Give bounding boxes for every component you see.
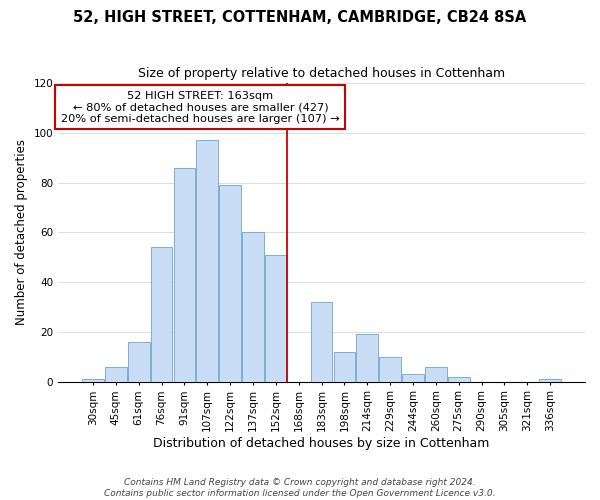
Text: Contains HM Land Registry data © Crown copyright and database right 2024.
Contai: Contains HM Land Registry data © Crown c…: [104, 478, 496, 498]
X-axis label: Distribution of detached houses by size in Cottenham: Distribution of detached houses by size …: [154, 437, 490, 450]
Bar: [173, 168, 195, 382]
Bar: [379, 357, 401, 382]
Bar: [105, 366, 127, 382]
Bar: [539, 379, 561, 382]
Bar: [151, 248, 172, 382]
Bar: [196, 140, 218, 382]
Bar: [334, 352, 355, 382]
Bar: [402, 374, 424, 382]
Title: Size of property relative to detached houses in Cottenham: Size of property relative to detached ho…: [138, 68, 505, 80]
Bar: [219, 185, 241, 382]
Bar: [425, 366, 447, 382]
Text: 52 HIGH STREET: 163sqm
← 80% of detached houses are smaller (427)
20% of semi-de: 52 HIGH STREET: 163sqm ← 80% of detached…: [61, 90, 340, 124]
Bar: [82, 379, 104, 382]
Bar: [356, 334, 378, 382]
Bar: [265, 255, 287, 382]
Bar: [128, 342, 149, 382]
Bar: [448, 376, 470, 382]
Text: 52, HIGH STREET, COTTENHAM, CAMBRIDGE, CB24 8SA: 52, HIGH STREET, COTTENHAM, CAMBRIDGE, C…: [73, 10, 527, 25]
Bar: [311, 302, 332, 382]
Bar: [242, 232, 264, 382]
Y-axis label: Number of detached properties: Number of detached properties: [15, 140, 28, 326]
